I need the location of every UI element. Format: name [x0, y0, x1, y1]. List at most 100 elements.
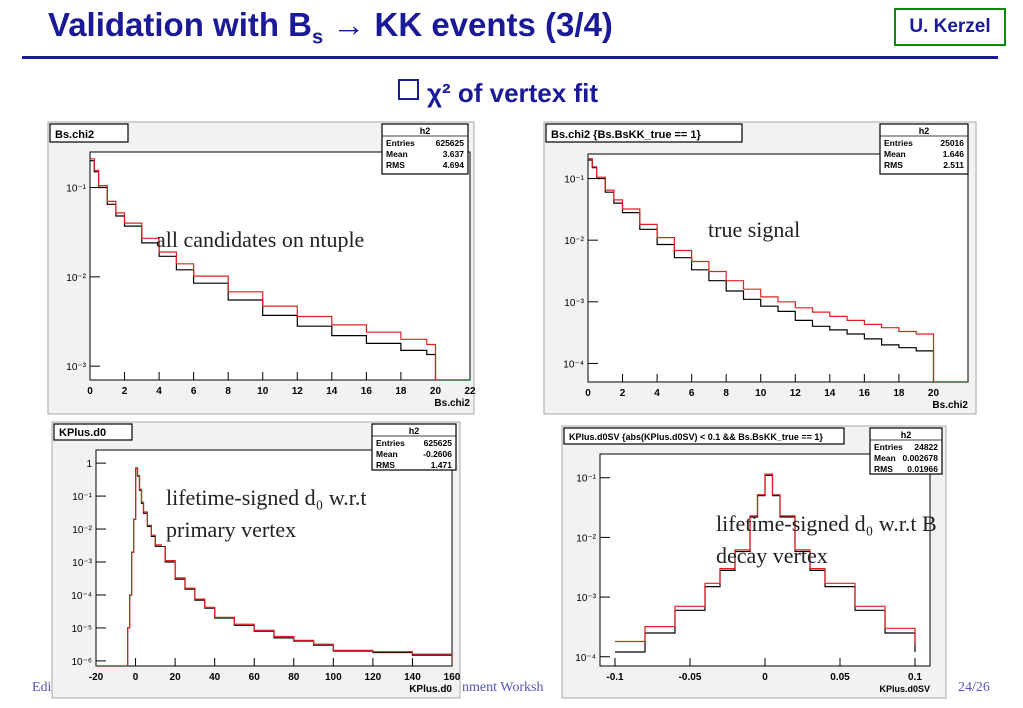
stats-label: RMS [874, 464, 893, 474]
stats-value: 0.01966 [907, 464, 938, 474]
stats-label: RMS [884, 160, 903, 170]
stats-label: Mean [884, 149, 906, 159]
x-tick-label: -0.1 [606, 672, 624, 683]
stats-label: RMS [386, 160, 405, 170]
stats-label: Mean [874, 453, 896, 463]
x-tick-label: -20 [89, 672, 104, 683]
annotation-all-candidates: all candidates on ntuple [156, 227, 365, 252]
stats-label: Entries [376, 438, 405, 448]
stats-box [869, 427, 943, 475]
stats-value: 2.511 [943, 160, 964, 170]
x-tick-label: 8 [723, 388, 729, 399]
y-tick-label: 10⁻¹ [564, 175, 584, 186]
footer-page-number: 24/26 [958, 680, 990, 695]
y-tick-label: 10⁻³ [576, 593, 596, 604]
x-tick-label: 10 [257, 386, 269, 397]
y-tick-label: 10⁻⁵ [71, 624, 92, 635]
y-tick-label: 10⁻⁴ [563, 359, 584, 370]
y-tick-label: 10⁻¹ [72, 492, 92, 503]
stats-label: Mean [386, 149, 408, 159]
chart-panel-all-candidates: 0 2 4 6 8 10 12 14 16 18 20 22 10⁻¹ 10⁻² 10⁻³ Bs.chi2 Bs… [46, 120, 476, 416]
stats-label: Mean [376, 449, 398, 459]
stats-name: h2 [420, 126, 431, 136]
footer-left: Edi [32, 680, 52, 695]
annotation-true-signal: true signal [708, 217, 801, 242]
plot-area [89, 151, 471, 381]
x-tick-label: 0.05 [830, 672, 850, 683]
x-tick-label: -0.05 [679, 672, 702, 683]
red-histogram-line [90, 158, 470, 380]
annotation-d0-secondary: lifetime-signed d₀ w.r.t B decay vertex [716, 511, 937, 568]
y-tick-label: 10⁻² [576, 533, 596, 544]
stats-name: h2 [409, 426, 420, 436]
x-tick-label: 4 [654, 388, 660, 399]
x-tick-label: 160 [444, 672, 461, 683]
x-tick-label: 2 [122, 386, 128, 397]
red-histogram-line [96, 467, 452, 666]
chart-title: KPlus.d0SV {abs(KPlus.d0SV) < 0.1 && Bs.… [569, 432, 823, 442]
chart-title-box [53, 423, 133, 441]
stats-label: Entries [386, 138, 415, 148]
subheading-text: χ² of vertex fit [427, 78, 598, 108]
chart-title: Bs.chi2 {Bs.BsKK_true == 1} [551, 129, 702, 141]
black-histogram-line [588, 159, 968, 382]
x-tick-label: 20 [430, 386, 442, 397]
title-rest: → KK events (3/4) [323, 6, 613, 43]
black-histogram-line [90, 160, 470, 380]
x-tick-label: 0 [585, 388, 591, 399]
stats-label: Entries [884, 138, 913, 148]
stats-value: 0.002678 [903, 453, 939, 463]
x-tick-label: 0.1 [908, 672, 922, 683]
checkbox-bullet-icon [398, 79, 419, 100]
chart-title-box [563, 427, 845, 445]
stats-label: Entries [874, 442, 903, 452]
x-axis-label: Bs.chi2 [932, 400, 968, 411]
footer-center: nment Worksh [462, 680, 544, 695]
x-tick-label: 100 [325, 672, 342, 683]
stats-value: 3.637 [443, 149, 465, 159]
x-tick-label: 0 [133, 672, 139, 683]
stats-name: h2 [901, 430, 912, 440]
stats-label: RMS [376, 460, 395, 470]
y-tick-label: 10⁻¹ [576, 474, 596, 485]
y-tick-label: 10⁻³ [72, 558, 92, 569]
chart-panel-d0-secondary: -0.1 -0.05 0 0.05 0.1 10⁻¹ 10⁻² 10⁻³ 10⁻⁴ KPlus.d… [560, 424, 948, 700]
x-tick-label: 18 [893, 388, 905, 399]
annotation-d0-primary: lifetime-signed d₀ w.r.t primary vertex [162, 482, 432, 546]
x-tick-label: 80 [288, 672, 300, 683]
stats-value: 625625 [424, 438, 453, 448]
y-tick-label: 10⁻⁴ [71, 591, 92, 602]
x-axis-label: KPlus.d0SV [879, 684, 930, 694]
x-tick-label: 6 [191, 386, 197, 397]
chart-title: Bs.chi2 [55, 129, 94, 141]
x-tick-label: 16 [361, 386, 373, 397]
stats-value: 625625 [436, 138, 465, 148]
x-tick-label: 40 [209, 672, 221, 683]
y-tick-label: 10⁻⁶ [71, 657, 92, 668]
x-tick-label: 0 [762, 672, 768, 683]
x-tick-label: 14 [326, 386, 338, 397]
x-tick-label: 0 [87, 386, 93, 397]
x-tick-label: 120 [365, 672, 382, 683]
y-tick-label: 10⁻³ [66, 362, 86, 373]
chart-svg-d0-primary: -20 0 20 40 60 80 100 120 140 160 1 10⁻¹ 10⁻² 10⁻³ 10⁻… [51, 421, 461, 699]
stats-box [381, 123, 469, 175]
y-tick-label: 1 [86, 459, 92, 470]
stats-value: -0.2606 [423, 449, 452, 459]
x-tick-label: 8 [225, 386, 231, 397]
y-tick-label: 10⁻⁴ [575, 653, 596, 664]
x-tick-label: 18 [395, 386, 407, 397]
y-tick-label: 10⁻² [66, 273, 86, 284]
y-tick-label: 10⁻³ [564, 298, 584, 309]
x-tick-label: 20 [170, 672, 182, 683]
chart-svg-all-candidates: 0 2 4 6 8 10 12 14 16 18 20 22 10⁻¹ 10⁻² 10⁻³ Bs.chi2 Bs… [47, 121, 476, 415]
title-main: Validation with B [48, 6, 313, 43]
x-tick-label: 60 [249, 672, 261, 683]
x-tick-label: 6 [689, 388, 695, 399]
red-histogram-line [588, 158, 968, 382]
chart-panel-d0-primary: -20 0 20 40 60 80 100 120 140 160 1 10⁻¹ 10⁻² 10⁻³ 10⁻… [50, 420, 462, 700]
stats-value: 24822 [914, 442, 938, 452]
red-histogram-line [615, 473, 916, 645]
slide-title: Validation with Bs → KK events (3/4) [48, 6, 613, 50]
stats-name: h2 [919, 126, 930, 136]
